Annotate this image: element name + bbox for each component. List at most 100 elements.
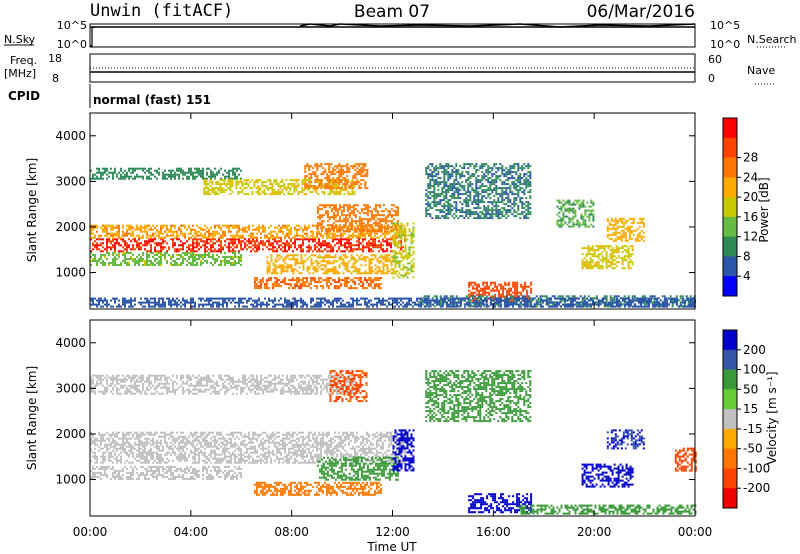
range-cell xyxy=(255,191,258,194)
range-cell xyxy=(588,225,591,228)
range-cell xyxy=(427,295,430,298)
range-cell xyxy=(433,205,436,208)
range-cell xyxy=(380,244,382,247)
range-cell xyxy=(190,236,192,239)
range-cell xyxy=(261,279,264,282)
range-cell xyxy=(327,287,330,290)
range-cell xyxy=(316,228,319,231)
range-cell xyxy=(150,244,152,247)
range-cell xyxy=(352,212,355,215)
range-cell xyxy=(178,248,180,251)
range-cell xyxy=(449,165,452,168)
range-cell xyxy=(330,228,333,231)
cpid-value: normal (fast) 151 xyxy=(93,93,211,107)
range-cell xyxy=(435,167,438,170)
range-cell xyxy=(156,244,158,247)
range-cell xyxy=(134,264,136,266)
range-cell xyxy=(489,189,492,192)
range-cell xyxy=(509,169,512,172)
range-cell xyxy=(362,208,365,211)
range-cell xyxy=(582,201,585,204)
range-cell xyxy=(568,217,571,220)
range-cell xyxy=(501,199,504,202)
range-cell xyxy=(112,244,114,247)
range-cell xyxy=(578,207,581,210)
range-cell xyxy=(164,224,166,227)
range-cell xyxy=(366,222,369,225)
range-cell xyxy=(278,264,281,267)
range-cell xyxy=(386,264,389,267)
range-cell xyxy=(396,208,399,211)
range-cell xyxy=(232,262,234,264)
range-cell xyxy=(192,244,194,247)
range-cell xyxy=(425,215,428,218)
range-cell xyxy=(347,281,350,284)
range-cell xyxy=(290,246,292,249)
range-cell xyxy=(126,244,128,247)
range-cell xyxy=(362,175,365,178)
range-cell xyxy=(537,303,540,306)
range-cell xyxy=(380,254,383,257)
range-cell xyxy=(212,234,214,237)
range-cell xyxy=(221,179,224,182)
range-cell xyxy=(404,248,407,251)
range-cell xyxy=(98,258,100,260)
range-cell xyxy=(188,236,190,239)
range-cell xyxy=(582,215,585,218)
range-cell xyxy=(204,228,206,231)
range-cell xyxy=(653,295,656,298)
range-cell xyxy=(243,193,246,196)
range-cell xyxy=(164,252,166,254)
range-cell xyxy=(184,258,186,260)
range-cell xyxy=(473,211,476,214)
range-cell xyxy=(259,193,262,196)
range-cell xyxy=(204,252,206,254)
range-cell xyxy=(291,193,294,196)
range-cell xyxy=(382,218,385,221)
range-cell xyxy=(497,213,500,216)
range-cell xyxy=(344,230,347,233)
range-cell xyxy=(461,193,464,196)
range-cell xyxy=(324,228,327,231)
range-cell xyxy=(507,195,510,198)
range-cell xyxy=(402,224,405,227)
range-cell xyxy=(348,185,351,188)
range-cell xyxy=(508,289,511,292)
range-cell xyxy=(631,297,634,300)
range-cell xyxy=(337,279,340,282)
range-cell xyxy=(537,299,540,302)
range-cell xyxy=(287,183,290,186)
range-cell xyxy=(493,179,496,182)
range-cell xyxy=(342,272,345,275)
range-cell xyxy=(316,216,319,219)
range-cell xyxy=(144,248,146,251)
range-cell xyxy=(218,224,220,227)
range-cell xyxy=(439,303,442,306)
range-cell xyxy=(172,242,174,245)
range-cell xyxy=(322,272,325,275)
range-cell xyxy=(277,191,280,194)
range-cell xyxy=(509,171,512,174)
range-cell xyxy=(487,217,490,220)
range-cell xyxy=(439,211,442,214)
range-cell xyxy=(174,242,176,245)
range-cell xyxy=(516,287,519,290)
range-cell xyxy=(443,179,446,182)
range-cell xyxy=(501,193,504,196)
range-cell xyxy=(204,234,206,237)
range-cell xyxy=(236,244,238,247)
nave-tick-top: 60 xyxy=(708,53,722,66)
range-cell xyxy=(270,256,273,259)
range-cell xyxy=(651,295,654,298)
range-cell xyxy=(158,167,160,170)
range-cell xyxy=(304,175,307,178)
range-cell xyxy=(290,268,293,271)
range-cell xyxy=(372,242,374,245)
range-cell xyxy=(360,258,363,261)
range-cell xyxy=(503,181,506,184)
range-cell xyxy=(219,189,222,192)
range-cell xyxy=(406,276,409,279)
range-cell xyxy=(475,177,478,180)
range-cell xyxy=(537,301,540,304)
range-cell xyxy=(194,228,196,231)
